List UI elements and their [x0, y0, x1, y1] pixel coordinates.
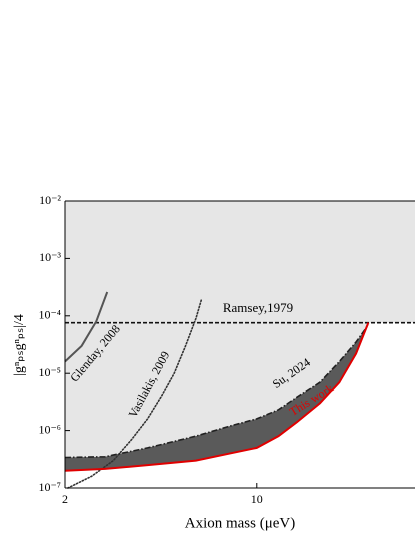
- excluded-region: [65, 201, 415, 471]
- band: [65, 322, 369, 471]
- y-tick-label: 10⁻⁵: [38, 365, 61, 379]
- y-tick-label: 10⁻⁴: [38, 308, 61, 322]
- y-tick-label: 10⁻⁶: [38, 422, 61, 436]
- y-axis-label: |gⁿₚₛgⁿₚₛ|/4: [12, 314, 27, 376]
- series-label: Ramsey,1979: [223, 300, 293, 315]
- y-tick-label: 10⁻³: [39, 250, 61, 264]
- plot-area: [64, 201, 415, 489]
- x-tick-label: 2: [62, 492, 68, 506]
- series-line: [64, 324, 370, 459]
- y-tick-label: 10⁻²: [39, 193, 61, 207]
- x-axis-label: Axion mass (μeV): [185, 515, 296, 531]
- series-line: [64, 322, 370, 472]
- x-tick-label: 10: [251, 492, 263, 506]
- series-line: [64, 291, 109, 363]
- y-tick-label: 10⁻⁷: [38, 480, 61, 494]
